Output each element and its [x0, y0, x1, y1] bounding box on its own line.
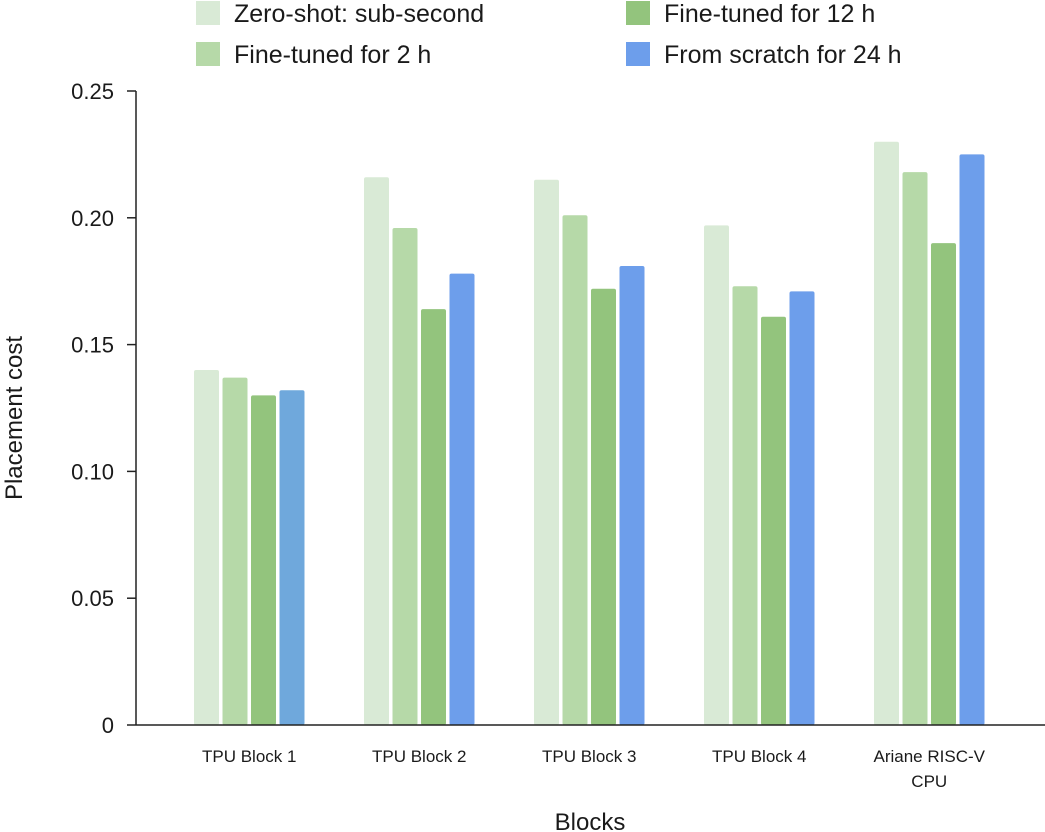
x-tick-label: CPU	[911, 772, 947, 791]
y-tick-label: 0.15	[71, 333, 114, 358]
legend-label: Zero-shot: sub-second	[234, 0, 484, 28]
x-tick-label: TPU Block 3	[542, 747, 636, 766]
bar	[959, 154, 985, 725]
bar	[789, 291, 815, 725]
bar	[874, 141, 899, 726]
bars	[194, 141, 985, 726]
y-tick-label: 0.25	[71, 79, 114, 104]
x-tick-label: TPU Block 4	[712, 747, 806, 766]
legend-swatch	[626, 42, 650, 66]
legend-label: Fine-tuned for 12 h	[664, 0, 875, 28]
bar	[364, 177, 389, 725]
x-axis-title: Blocks	[555, 809, 626, 832]
bar	[619, 265, 645, 725]
bar	[194, 369, 219, 725]
legend-swatch	[196, 42, 220, 66]
y-tick-label: 0.10	[71, 459, 114, 484]
bar	[591, 288, 616, 725]
bar	[902, 172, 928, 726]
legend-swatch	[196, 1, 220, 25]
legend-label: From scratch for 24 h	[664, 41, 902, 69]
x-tick-label: TPU Block 1	[202, 747, 296, 766]
y-axis: 0 0.05 0.10 0.15 0.20 0.25	[71, 79, 137, 738]
x-tick-label: Ariane RISC-V	[874, 747, 986, 766]
bar	[732, 286, 758, 725]
bar	[449, 273, 475, 725]
bar	[279, 390, 305, 725]
y-tick-label: 0.20	[71, 206, 114, 231]
bar	[392, 227, 418, 725]
x-tick-label: TPU Block 2	[372, 747, 466, 766]
bar	[421, 309, 446, 725]
bar	[931, 243, 956, 725]
y-axis-title: Placement cost	[1, 336, 28, 500]
legend-label: Fine-tuned for 2 h	[234, 41, 431, 69]
x-axis: TPU Block 1 TPU Block 2 TPU Block 3 TPU Blo…	[136, 724, 1045, 791]
bar	[704, 225, 729, 725]
bar	[251, 395, 276, 725]
legend: Zero-shot: sub-second Fine-tuned for 2 h F…	[196, 0, 902, 69]
y-tick-label: 0.05	[71, 586, 114, 611]
bar	[562, 215, 588, 726]
bar	[761, 316, 786, 725]
bar	[222, 377, 248, 725]
bar	[534, 179, 559, 725]
y-tick-label: 0	[102, 713, 114, 738]
legend-swatch	[626, 1, 650, 25]
